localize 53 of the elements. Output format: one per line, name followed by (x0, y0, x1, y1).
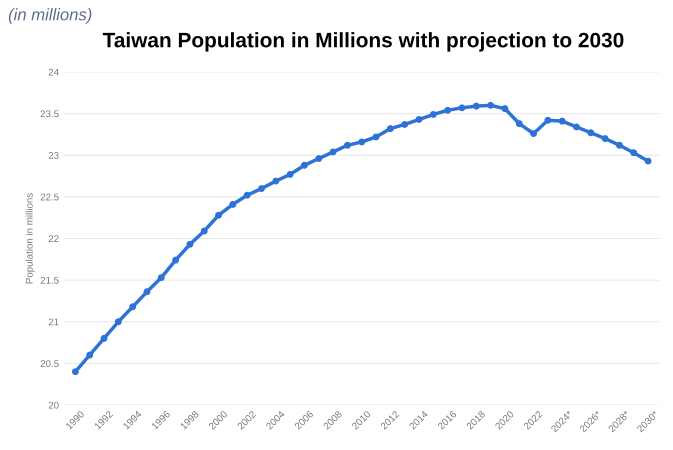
point (444, 106, 452, 114)
point (144, 288, 150, 296)
point (644, 158, 652, 165)
point (330, 148, 337, 156)
point (358, 138, 366, 146)
point (558, 118, 566, 125)
point (602, 135, 609, 142)
point (587, 129, 594, 136)
point (129, 303, 136, 310)
point (458, 104, 466, 112)
point (114, 318, 122, 326)
y-tick-label: 23 (48, 152, 59, 159)
point (573, 123, 580, 130)
point (86, 352, 94, 359)
point (501, 105, 508, 112)
point (416, 116, 422, 123)
point (200, 228, 208, 234)
point (530, 130, 538, 138)
point (386, 125, 394, 132)
point (472, 102, 480, 110)
point (229, 200, 236, 208)
text: (in millions) (8, 8, 92, 24)
y-axis-title: Population in millions (26, 193, 35, 284)
y-tick-label: 21 (48, 318, 59, 326)
point (544, 116, 552, 124)
point (72, 368, 79, 376)
point (258, 185, 265, 192)
point (516, 120, 523, 128)
y-tick-label: 20 (48, 402, 59, 409)
point (272, 178, 280, 185)
y-tick-label: 22.5 (40, 194, 59, 200)
chart-title: Taiwan Population in Millions with projection to 2030 (102, 32, 624, 52)
point (372, 133, 380, 140)
point (315, 155, 322, 162)
point (244, 192, 251, 199)
point (300, 162, 308, 169)
y-tick-label: 23.5 (40, 110, 59, 118)
point (100, 334, 108, 342)
point (401, 120, 408, 128)
point (616, 142, 623, 149)
point (286, 170, 294, 178)
point (344, 142, 351, 149)
y-tick-label: 20.5 (40, 360, 59, 367)
y-tick-label: 22 (48, 235, 59, 242)
y-tick-label: 21.5 (40, 276, 59, 284)
point (158, 274, 165, 282)
point (430, 110, 437, 118)
y-tick-label: 24 (48, 68, 59, 76)
point (630, 149, 638, 156)
point (487, 102, 494, 109)
point (186, 240, 194, 248)
point (215, 212, 222, 219)
point (172, 256, 180, 264)
